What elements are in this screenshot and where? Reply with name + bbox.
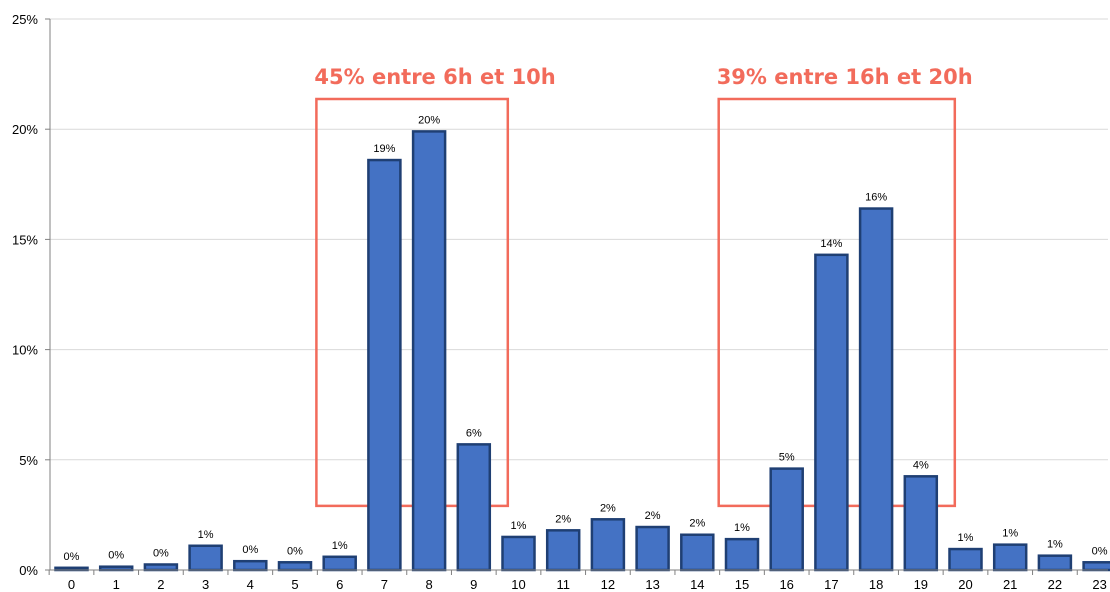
x-tick-label: 7 bbox=[381, 577, 388, 592]
data-label: 1% bbox=[1002, 528, 1018, 540]
x-tick-label: 4 bbox=[247, 577, 254, 592]
x-tick-label: 19 bbox=[914, 577, 928, 592]
data-label: 19% bbox=[373, 143, 395, 155]
data-label: 5% bbox=[779, 452, 795, 464]
bar bbox=[411, 130, 447, 572]
data-label: 16% bbox=[865, 192, 887, 204]
data-label: 0% bbox=[108, 550, 124, 562]
bar bbox=[1082, 561, 1110, 572]
bar bbox=[903, 475, 939, 572]
bar bbox=[948, 547, 983, 572]
data-label: 6% bbox=[466, 427, 482, 439]
data-label: 14% bbox=[820, 238, 842, 250]
grid-layer bbox=[50, 18, 1108, 461]
bar bbox=[814, 253, 849, 572]
x-tick-label: 20 bbox=[958, 577, 972, 592]
x-tick-label: 11 bbox=[556, 577, 570, 592]
y-tick-label: 10% bbox=[12, 343, 38, 358]
annotation-label: 39% entre 16h et 20h bbox=[717, 65, 973, 89]
x-tick-label: 18 bbox=[869, 577, 883, 592]
labels-layer: 0% 0% 0% 1% 0% 0% 1% 19% 20% 6% 1% 2% 2% 2% 2% 1% 5% 14% 1… bbox=[64, 114, 1108, 562]
x-tick-label: 9 bbox=[470, 577, 477, 592]
x-tick-label: 15 bbox=[735, 577, 749, 592]
x-tick-label: 0 bbox=[68, 577, 75, 592]
bar bbox=[992, 543, 1028, 572]
bar bbox=[322, 555, 357, 572]
annotation-layer: 45% entre 6h et 10h 39% entre 16h et 20h bbox=[314, 65, 973, 508]
bar bbox=[635, 525, 670, 572]
data-label: 1% bbox=[734, 522, 750, 534]
bar bbox=[545, 529, 581, 572]
data-label: 20% bbox=[418, 114, 440, 126]
data-label: 0% bbox=[1092, 545, 1108, 557]
x-tick-label: 8 bbox=[425, 577, 432, 592]
bar bbox=[233, 559, 268, 572]
x-tick-label: 16 bbox=[779, 577, 793, 592]
bar bbox=[367, 158, 402, 572]
bar bbox=[143, 563, 179, 572]
bar bbox=[188, 544, 223, 572]
bar bbox=[501, 535, 536, 572]
x-tick-label: 5 bbox=[291, 577, 298, 592]
data-label: 0% bbox=[242, 544, 258, 556]
x-tick-label: 23 bbox=[1092, 577, 1106, 592]
y-tick-label: 0% bbox=[19, 563, 38, 578]
bar bbox=[1037, 554, 1073, 572]
data-label: 4% bbox=[913, 459, 929, 471]
x-tick-label: 6 bbox=[336, 577, 343, 592]
x-tick-label: 13 bbox=[645, 577, 659, 592]
x-tick-label: 21 bbox=[1003, 577, 1017, 592]
data-label: 0% bbox=[153, 547, 169, 559]
data-label: 1% bbox=[958, 532, 974, 544]
data-label: 1% bbox=[1047, 539, 1063, 551]
y-tick-label: 15% bbox=[12, 232, 38, 247]
x-tick-label: 1 bbox=[113, 577, 120, 592]
axis-layer: 0%5%10%15%20%25%0 1 2 3 4 5 6 7 8 9 10 11 12 13 14 15 16… bbox=[12, 12, 1108, 592]
data-label: 2% bbox=[689, 518, 705, 530]
bar bbox=[277, 561, 313, 572]
bar bbox=[680, 533, 715, 572]
x-tick-label: 14 bbox=[690, 577, 704, 592]
data-label: 0% bbox=[64, 551, 80, 563]
x-tick-label: 12 bbox=[601, 577, 615, 592]
x-tick-label: 10 bbox=[511, 577, 525, 592]
y-tick-label: 20% bbox=[12, 122, 38, 137]
data-label: 1% bbox=[198, 529, 214, 541]
x-tick-label: 17 bbox=[824, 577, 838, 592]
data-label: 2% bbox=[555, 513, 571, 525]
annotation-label: 45% entre 6h et 10h bbox=[314, 65, 555, 89]
bar bbox=[724, 537, 760, 572]
data-label: 1% bbox=[511, 520, 527, 532]
data-label: 2% bbox=[600, 502, 616, 514]
y-tick-label: 5% bbox=[19, 453, 38, 468]
bars-layer bbox=[54, 130, 1110, 572]
data-label: 0% bbox=[287, 545, 303, 557]
bar bbox=[456, 443, 492, 572]
data-label: 2% bbox=[645, 510, 661, 522]
x-tick-label: 2 bbox=[157, 577, 164, 592]
bar bbox=[858, 207, 894, 572]
x-tick-label: 22 bbox=[1048, 577, 1062, 592]
bar bbox=[590, 518, 626, 572]
bar bbox=[769, 467, 804, 572]
y-tick-label: 25% bbox=[12, 12, 38, 27]
data-label: 1% bbox=[332, 540, 348, 552]
x-tick-label: 3 bbox=[202, 577, 209, 592]
